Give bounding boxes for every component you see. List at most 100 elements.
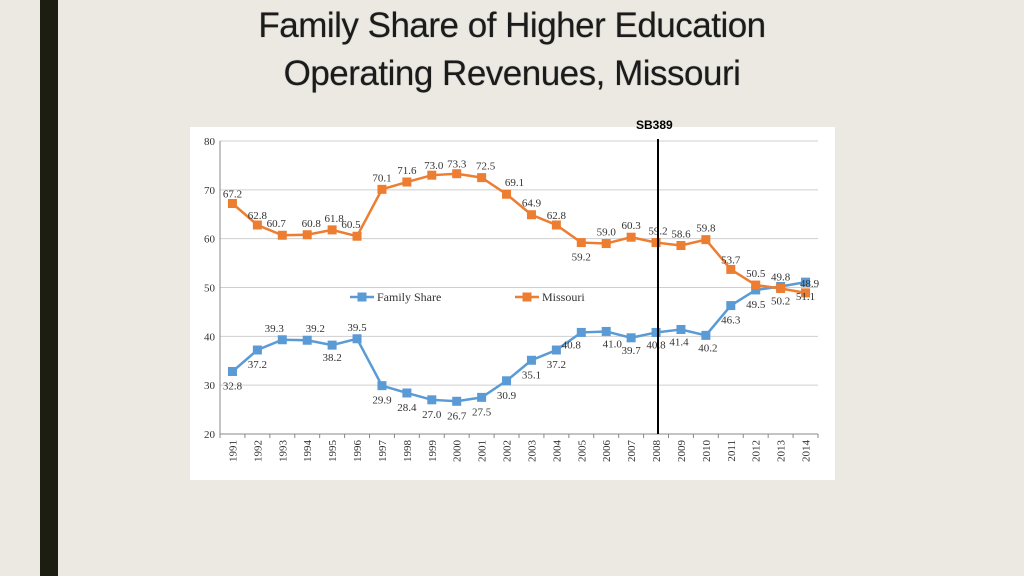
x-tick-label: 1992 xyxy=(252,440,264,462)
family-share-data-point xyxy=(327,340,337,350)
family-share-data-label: 41.4 xyxy=(669,336,689,348)
x-tick-label: 2000 xyxy=(452,440,464,463)
missouri-data-label: 62.8 xyxy=(547,210,567,222)
family-share-data-label: 37.2 xyxy=(547,359,566,371)
family-share-data-point xyxy=(701,330,711,340)
x-tick-label: 2001 xyxy=(477,440,489,462)
missouri-data-point xyxy=(327,225,337,235)
y-tick-label: 70 xyxy=(204,185,216,197)
family-share-data-point xyxy=(502,376,512,386)
family-share-data-label: 51.1 xyxy=(796,291,815,303)
family-share-data-point xyxy=(452,396,462,406)
family-share-data-point xyxy=(277,335,287,345)
accent-bar xyxy=(40,0,58,576)
x-tick-label: 1997 xyxy=(377,440,389,463)
family-share-data-label: 46.3 xyxy=(721,315,741,327)
family-share-data-label: 41.0 xyxy=(603,338,623,350)
family-share-data-point xyxy=(551,345,561,355)
missouri-data-label: 70.1 xyxy=(372,172,391,184)
missouri-data-label: 72.5 xyxy=(476,161,496,173)
family-share-data-point xyxy=(576,327,586,337)
x-tick-label: 2010 xyxy=(701,440,713,463)
x-tick-label: 2003 xyxy=(526,440,538,463)
family-share-data-point xyxy=(751,285,761,295)
family-share-data-point xyxy=(427,395,437,405)
missouri-data-label: 73.3 xyxy=(447,159,467,171)
missouri-data-point xyxy=(477,173,487,183)
family-share-data-label: 40.8 xyxy=(562,339,582,351)
missouri-data-label: 59.0 xyxy=(597,227,617,239)
family-share-data-point xyxy=(477,392,487,402)
family-share-data-label: 30.9 xyxy=(497,390,517,402)
missouri-data-point xyxy=(576,238,586,248)
family-share-data-label: 37.2 xyxy=(248,359,267,371)
missouri-data-label: 61.8 xyxy=(325,213,345,225)
x-tick-label: 1991 xyxy=(227,440,239,462)
missouri-data-label: 60.7 xyxy=(267,218,287,230)
x-tick-label: 2002 xyxy=(502,440,514,462)
legend-marker-missouri xyxy=(522,292,532,302)
missouri-data-label: 64.9 xyxy=(522,198,542,210)
x-tick-label: 1993 xyxy=(277,440,289,463)
missouri-data-point xyxy=(601,239,611,249)
family-share-data-point xyxy=(352,334,362,344)
missouri-data-point xyxy=(801,288,811,298)
missouri-data-label: 49.8 xyxy=(771,271,791,283)
missouri-data-point xyxy=(377,184,387,194)
family-share-data-point xyxy=(526,355,536,365)
missouri-data-point xyxy=(227,199,237,209)
family-share-data-point xyxy=(626,333,636,343)
x-tick-label: 2013 xyxy=(776,440,788,463)
x-tick-label: 2009 xyxy=(676,440,688,463)
family-share-data-label: 50.2 xyxy=(771,296,790,308)
missouri-data-label: 71.6 xyxy=(397,165,417,177)
chart-panel: 20 30 40 50 60 70 80 1991 1992 1993 1994 1995 1996 19… xyxy=(190,127,835,480)
sb389-marker-line xyxy=(657,139,659,434)
family-share-data-point xyxy=(302,335,312,345)
missouri-data-point xyxy=(526,210,536,220)
family-share-data-label: 35.1 xyxy=(522,369,541,381)
family-share-data-label: 32.8 xyxy=(223,380,243,392)
missouri-data-label: 60.5 xyxy=(341,219,361,231)
family-share-data-label: 26.7 xyxy=(447,410,467,422)
x-tick-label: 1995 xyxy=(327,440,339,463)
legend-label-missouri: Missouri xyxy=(542,290,585,304)
family-share-data-point xyxy=(252,345,262,355)
slide-title-line-1: Family Share of Higher Education xyxy=(258,6,766,45)
missouri-data-point xyxy=(252,220,262,230)
missouri-data-point xyxy=(726,264,736,274)
family-share-data-point xyxy=(651,327,661,337)
x-tick-label: 2005 xyxy=(576,440,588,463)
missouri-data-point xyxy=(626,232,636,242)
missouri-data-point xyxy=(676,241,686,251)
family-share-data-point xyxy=(676,324,686,334)
y-tick-label: 80 xyxy=(204,136,216,148)
family-share-data-label: 40.8 xyxy=(646,339,666,351)
family-share-data-label: 49.5 xyxy=(746,299,766,311)
slide-title-line-2: Operating Revenues, Missouri xyxy=(283,54,741,93)
family-share-series-line xyxy=(231,280,806,403)
missouri-data-point xyxy=(452,169,462,179)
family-share-data-label: 38.2 xyxy=(323,352,342,364)
missouri-data-point xyxy=(751,280,761,290)
family-share-data-point xyxy=(227,366,237,376)
line-chart: 20 30 40 50 60 70 80 1991 1992 1993 1994 1995 1996 19… xyxy=(204,136,820,463)
family-share-data-label: 39.7 xyxy=(622,345,642,357)
missouri-data-label: 53.7 xyxy=(721,254,741,266)
family-share-data-label: 27.5 xyxy=(472,406,492,418)
missouri-series-line xyxy=(231,172,806,295)
family-share-data-label: 39.2 xyxy=(306,323,325,335)
missouri-data-point xyxy=(277,230,287,240)
x-tick-label: 1996 xyxy=(352,440,364,463)
missouri-data-label: 60.8 xyxy=(302,218,322,230)
y-tick-label: 60 xyxy=(204,234,216,246)
missouri-data-point xyxy=(427,170,437,180)
missouri-data-point xyxy=(651,238,661,248)
missouri-data-point xyxy=(502,189,512,199)
missouri-data-point xyxy=(402,177,412,187)
x-tick-label: 2014 xyxy=(801,440,813,463)
x-tick-label: 1994 xyxy=(302,440,314,463)
missouri-data-label: 73.0 xyxy=(424,160,444,172)
y-tick-label: 30 xyxy=(204,380,216,392)
family-share-data-label: 39.5 xyxy=(347,322,367,334)
